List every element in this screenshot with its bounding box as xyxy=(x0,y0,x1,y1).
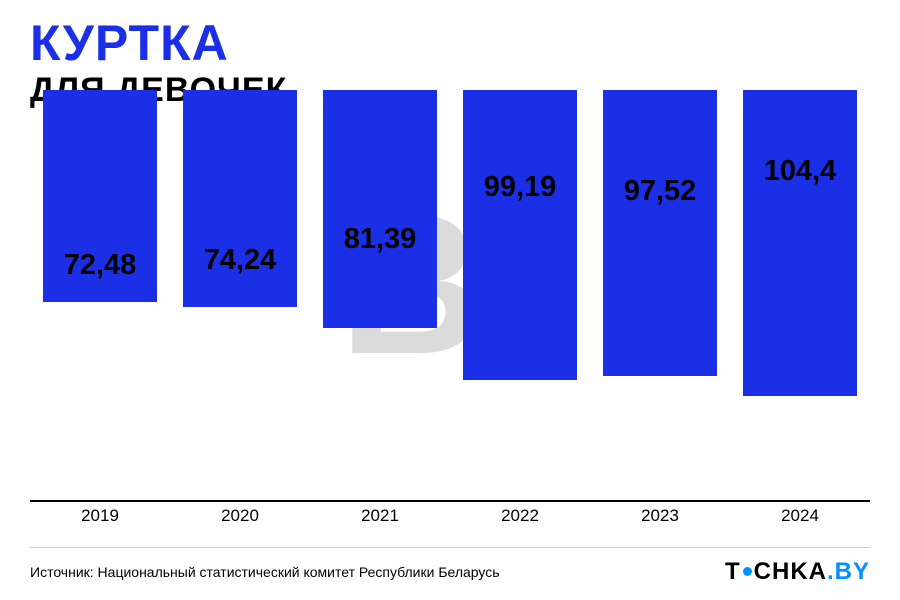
logo-suffix: .BY xyxy=(827,558,870,586)
bar-value-label: 72,48 xyxy=(64,249,137,282)
x-axis-line xyxy=(30,500,870,502)
bar xyxy=(323,90,438,328)
bar-group: 72,48 xyxy=(30,90,170,500)
bar-group: 104,4 xyxy=(730,90,870,500)
bar-chart: 72,4874,2481,3999,1997,52104,4 201920202… xyxy=(30,90,870,530)
bars-container: 72,48 74,24 81,39 99,19 97,52 104,4 xyxy=(30,90,870,500)
bar xyxy=(463,90,578,380)
bar xyxy=(603,90,718,376)
bar-value-label: 104,4 xyxy=(764,155,837,188)
logo-text-left: T xyxy=(725,558,741,586)
bar-group: 81,39 xyxy=(310,90,450,500)
x-axis-label: 2022 xyxy=(450,506,590,530)
footer-divider xyxy=(30,547,870,548)
x-axis-label: 2023 xyxy=(590,506,730,530)
bar-value-label: 81,39 xyxy=(344,223,417,256)
bar-value-label: 97,52 xyxy=(624,175,697,208)
x-axis-label: 2019 xyxy=(30,506,170,530)
bar-group: 74,24 xyxy=(170,90,310,500)
x-axis-labels: 201920202021202220232024 xyxy=(30,506,870,530)
source-citation: Источник: Национальный статистический ко… xyxy=(30,564,500,580)
logo-text-right: CHKA xyxy=(754,558,827,586)
chart-title: КУРТКА xyxy=(30,18,287,68)
bar xyxy=(743,90,858,396)
bar-group: 99,19 xyxy=(450,90,590,500)
x-axis-label: 2024 xyxy=(730,506,870,530)
brand-logo: T CHKA.BY xyxy=(725,558,870,586)
bar-value-label: 74,24 xyxy=(204,244,277,277)
bar-group: 97,52 xyxy=(590,90,730,500)
bar-value-label: 99,19 xyxy=(484,171,557,204)
logo-dot-icon xyxy=(743,567,752,576)
x-axis-label: 2021 xyxy=(310,506,450,530)
x-axis-label: 2020 xyxy=(170,506,310,530)
